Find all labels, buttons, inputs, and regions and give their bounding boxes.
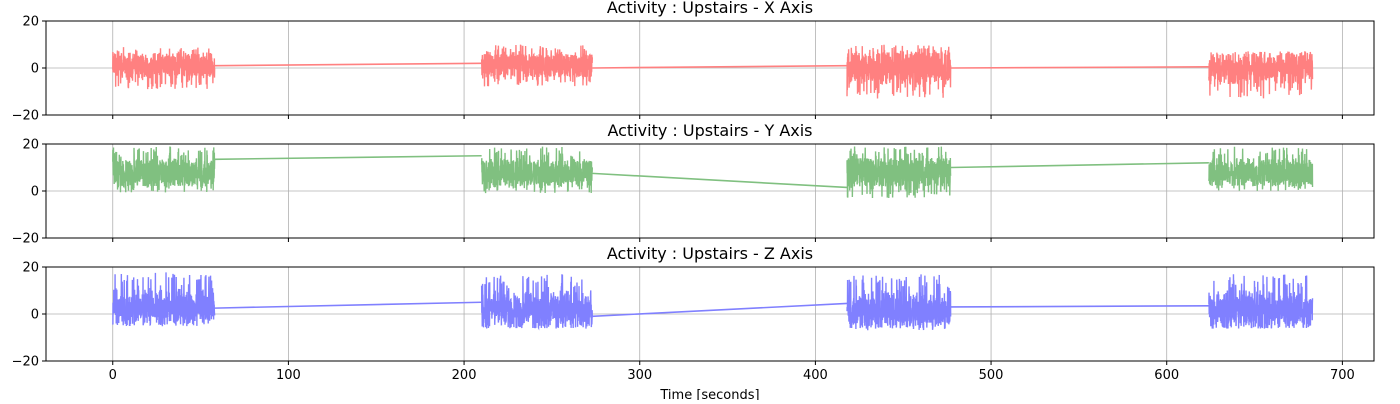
x-tick-label: 300 <box>627 368 652 383</box>
signal-series <box>112 44 1314 99</box>
x-tick-label: 0 <box>109 368 117 383</box>
connector-line <box>592 302 848 318</box>
x-tick-label: 500 <box>979 368 1004 383</box>
connector-line <box>214 154 482 161</box>
signal-burst <box>1208 51 1314 99</box>
signal-burst <box>112 47 216 90</box>
y-tick-label: −20 <box>12 232 39 247</box>
signal-burst <box>480 146 594 194</box>
signal-burst <box>112 146 216 193</box>
y-tick-label: 0 <box>31 62 39 77</box>
signal-burst <box>1208 274 1314 329</box>
connector-line <box>592 172 848 189</box>
x-tick-label: 600 <box>1154 368 1179 383</box>
signal-burst <box>1208 146 1314 191</box>
connector-line <box>592 64 848 69</box>
x-tick-label: 200 <box>452 368 477 383</box>
x-axis-label: Time [seconds] <box>659 388 759 400</box>
y-tick-label: 20 <box>22 261 39 276</box>
y-tick-label: 0 <box>31 185 39 200</box>
connector-line <box>214 62 482 67</box>
signal-burst <box>846 274 952 331</box>
subplot-title: Activity : Upstairs - X Axis <box>607 0 813 17</box>
x-tick-label: 400 <box>803 368 828 383</box>
y-tick-label: 0 <box>31 308 39 323</box>
subplot-title: Activity : Upstairs - Y Axis <box>607 121 812 140</box>
signal-series <box>112 272 1314 331</box>
connector-line <box>214 301 482 309</box>
signal-burst <box>846 44 952 99</box>
y-tick-label: 20 <box>22 138 39 153</box>
x-tick-label: 700 <box>1330 368 1355 383</box>
signal-burst <box>846 146 952 199</box>
x-tick-label: 100 <box>276 368 301 383</box>
y-tick-label: 20 <box>22 15 39 30</box>
y-tick-label: −20 <box>12 355 39 370</box>
subplot-title: Activity : Upstairs - Z Axis <box>607 244 813 263</box>
subplot-1: −20 0 20 Activity : Upstairs - X Axis <box>12 0 1375 124</box>
y-tick-label: −20 <box>12 109 39 124</box>
connector-line <box>950 162 1209 169</box>
signal-burst <box>480 44 594 87</box>
subplot-2: −20 0 20 Activity : Upstairs - Y Axis <box>12 121 1375 247</box>
signal-burst <box>480 274 594 331</box>
connector-line <box>950 304 1209 308</box>
signal-series <box>112 146 1314 199</box>
signal-burst <box>112 272 216 327</box>
connector-line <box>950 66 1209 69</box>
